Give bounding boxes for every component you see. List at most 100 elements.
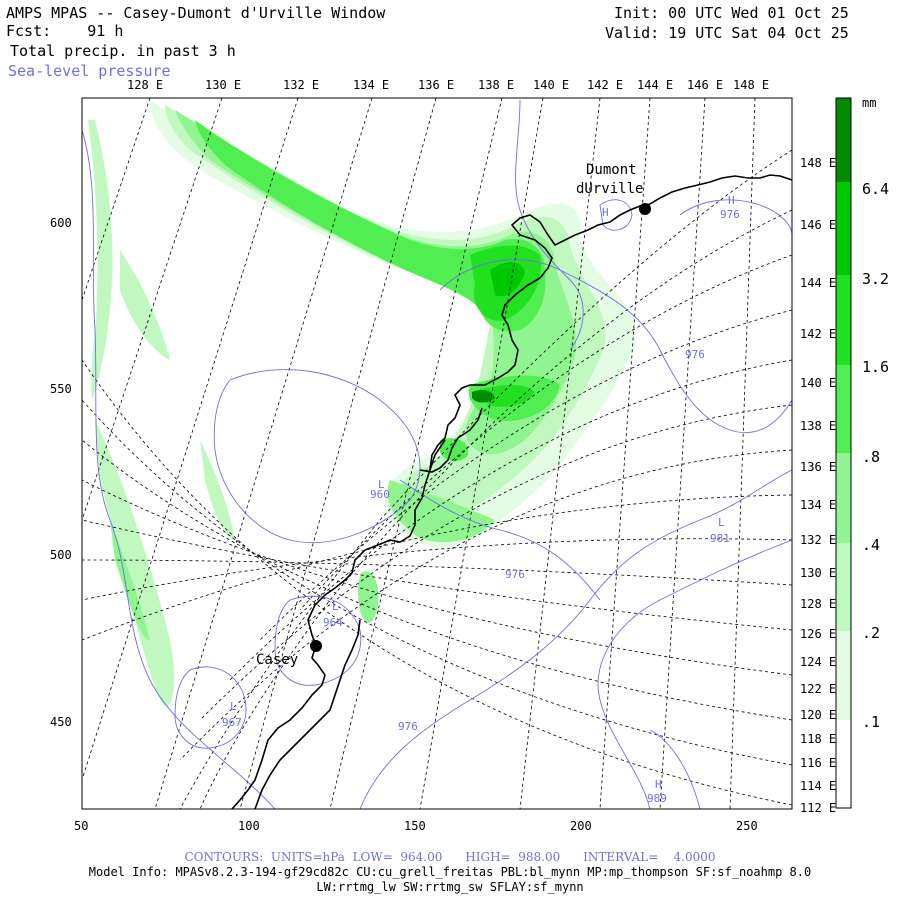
pressure-contours [82,99,792,809]
lon-label: 124 E [800,655,836,669]
y-tick-label: 600 [50,216,72,230]
pressure-value-label: 964 [323,616,343,629]
station-marker-casey [310,640,322,652]
legend-level-label: 1.6 [862,358,889,376]
x-tick-label: 250 [736,819,758,833]
legend-level-label: 6.4 [862,180,889,198]
lon-label: 114 E [800,779,836,793]
init-time: Init: 00 UTC Wed 01 Oct 25 [614,4,849,22]
lon-label: 118 E [800,732,836,746]
y-axis-ticks: 600 550 500 450 [50,216,72,729]
lon-label: 120 E [800,708,836,722]
lon-label: 116 E [800,756,836,770]
pressure-value-label: 976 [505,568,525,581]
lon-label: 146 E [800,218,836,232]
y-tick-label: 500 [50,548,72,562]
pressure-low-label: L [332,600,339,613]
precip-shading [88,100,636,707]
lon-label: 134 E [800,498,836,512]
map-frame [81,97,793,810]
lon-label: 134 E [353,78,389,92]
legend-level-label: .4 [862,536,880,554]
lon-label: 132 E [283,78,319,92]
lon-label: 144 E [637,78,673,92]
field-description: Total precip. in past 3 h [10,42,236,60]
pressure-value-label: 976 [685,348,705,361]
x-axis-ticks: 50 100 150 200 250 [74,819,758,833]
valid-time: Valid: 19 UTC Sat 04 Oct 25 [605,24,849,42]
station-marker-dumont [639,203,651,215]
legend-swatch [836,720,851,808]
lon-label: 128 E [127,78,163,92]
lon-label: 146 E [687,78,723,92]
legend-swatch [836,543,851,631]
overlay-description: Sea-level pressure [8,62,171,80]
legend-swatch [836,365,851,453]
lon-label: 112 E [800,801,836,815]
pressure-value-label: 981 [710,532,730,545]
x-tick-label: 150 [404,819,426,833]
legend-swatch [836,453,851,543]
forecast-value: 91 h [87,22,124,40]
lon-label: 148 E [733,78,769,92]
legend-level-label: 3.2 [862,270,889,288]
pressure-value-label: 976 [720,208,740,221]
pressure-value-label: 967 [222,716,242,729]
lon-label: 128 E [800,597,836,611]
lon-label: 140 E [533,78,569,92]
legend-level-label: .8 [862,448,880,466]
x-tick-label: 50 [74,819,88,833]
map-body: H H 976 976 976 L 960 L 981 976 L 964 L … [82,98,792,809]
y-tick-label: 550 [50,382,72,396]
lon-label: 126 E [800,627,836,641]
pressure-label-group: H H 976 976 976 L 960 L 981 976 L 964 L … [222,194,740,805]
legend-level-label: .2 [862,624,880,642]
pressure-value-label: 989 [647,792,667,805]
pressure-high-label: H [655,778,662,791]
lon-label: 142 E [587,78,623,92]
y-tick-label: 450 [50,715,72,729]
legend-swatch [836,275,851,365]
lon-label: 136 E [418,78,454,92]
lon-labels-right: 148 E 146 E 144 E 142 E 140 E 138 E 136 … [800,156,836,815]
lon-label: 136 E [800,460,836,474]
station-label-casey: Casey [256,652,298,668]
lon-label: 144 E [800,276,836,290]
station-label-dumont-line2: dUrville [576,181,643,197]
pressure-high-label: H [728,194,735,207]
forecast-label: Fcst: [6,22,52,40]
forecast-hour: Fcst: 91 h [6,22,123,40]
legend-level-label: .1 [862,713,880,731]
pressure-value-label: 976 [398,720,418,733]
lon-label: 138 E [478,78,514,92]
lon-label: 140 E [800,376,836,390]
precip-legend: mm 6.4 3.2 1.6 .8 .4 .2 .1 [835,96,889,809]
lon-label: 130 E [205,78,241,92]
pressure-value-label: 960 [370,488,390,501]
station-label-dumont: Dumont [586,162,637,178]
pressure-low-label: L [718,516,725,529]
contours-info: CONTOURS: UNITS=hPa LOW= 964.00 HIGH= 98… [184,850,716,864]
x-tick-label: 200 [570,819,592,833]
pressure-low-label: L [378,478,385,491]
pressure-low-label: L [230,700,237,713]
legend-swatch [836,182,851,275]
lon-label: 148 E [800,156,836,170]
x-tick-label: 100 [238,819,260,833]
lon-label: 138 E [800,419,836,433]
model-info: Model Info: MPASv8.2.3-194-gf29cd82c CU:… [88,865,812,879]
legend-unit: mm [862,96,876,110]
lon-labels-top: 128 E 130 E 132 E 134 E 136 E 138 E 140 … [127,78,769,92]
stations: Dumont dUrville Casey [256,162,651,668]
model-info-line2: LW:rrtmg_lw SW:rrtmg_sw SFLAY:sf_mynn [316,880,584,894]
lon-label: 142 E [800,327,836,341]
lon-label: 130 E [800,566,836,580]
lon-label: 122 E [800,682,836,696]
lon-label: 132 E [800,533,836,547]
pressure-high-label: H [602,206,609,219]
map-title: AMPS MPAS -- Casey-Dumont d'Urville Wind… [6,4,386,22]
legend-swatch [836,631,851,720]
legend-swatch [836,98,851,182]
legend-frame [835,97,852,809]
